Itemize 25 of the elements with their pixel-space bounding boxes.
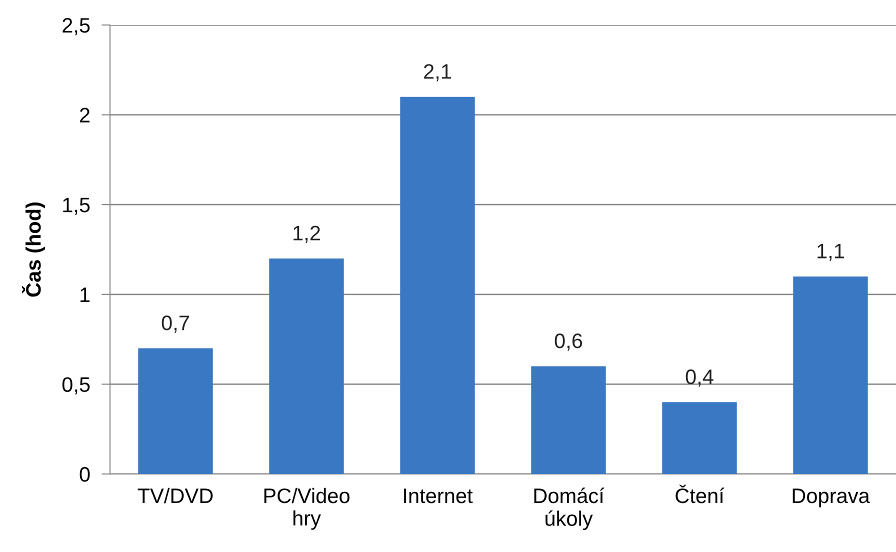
bar xyxy=(662,402,737,474)
x-tick-label: Doprava xyxy=(792,488,870,508)
y-tick-label: 1 xyxy=(80,288,90,302)
data-label: 1,1 xyxy=(818,244,844,261)
x-tick-label: Internet xyxy=(404,488,473,504)
x-tick-label: Domácí úkoly xyxy=(534,488,604,530)
data-label: 0,6 xyxy=(554,333,582,351)
data-label: 1,2 xyxy=(294,226,320,243)
y-tick-label: 0,5 xyxy=(62,377,90,394)
bar xyxy=(269,258,344,474)
x-tick-label: Čtení xyxy=(676,484,724,504)
y-tick-label: 1,5 xyxy=(63,198,90,215)
y-tick-label: 2,5 xyxy=(62,18,90,36)
data-label: 2,1 xyxy=(424,64,451,82)
y-tick-label: 2 xyxy=(80,108,90,122)
data-label: 0,7 xyxy=(162,316,189,333)
bar xyxy=(138,348,213,474)
x-tick-label: PC/Video hry xyxy=(264,488,350,530)
bar xyxy=(793,276,868,474)
bar xyxy=(531,366,606,474)
data-label: 0,4 xyxy=(686,369,714,387)
bar xyxy=(400,96,475,474)
y-tick-label: 0 xyxy=(80,467,90,482)
y-axis-title: Čas (hod) xyxy=(22,202,45,297)
x-tick-label: TV/DVD xyxy=(138,488,213,504)
